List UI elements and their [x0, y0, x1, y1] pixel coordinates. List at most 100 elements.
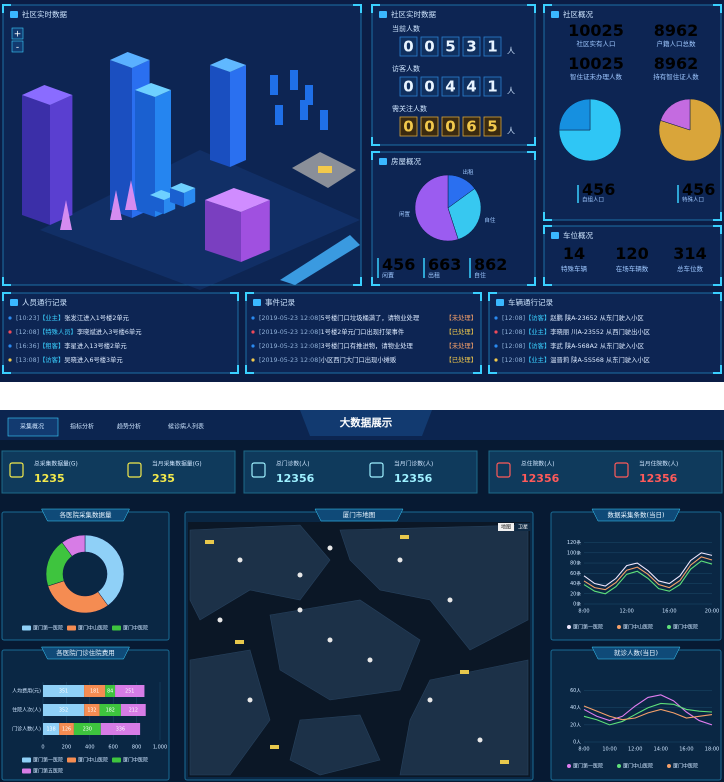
panel-corner [245, 365, 254, 374]
car [318, 166, 332, 173]
panel-title: 数据采集条数(当日) [607, 510, 664, 519]
panel-corner [353, 4, 362, 13]
tab[interactable]: 指标分析 [70, 423, 94, 431]
tree [110, 190, 122, 220]
bar-segment [59, 723, 74, 735]
log-time: [16:36] [16, 343, 39, 350]
log-text: 吴晓进入6号楼3单元 [64, 355, 123, 364]
tab[interactable]: 候诊病人列表 [168, 423, 204, 431]
legend-label: 厦门中医院 [123, 757, 148, 764]
map-toggle[interactable] [515, 523, 531, 531]
digit-box [399, 76, 418, 97]
bar-segment [105, 685, 116, 697]
line [583, 556, 713, 591]
tab[interactable]: 采集概况 [20, 423, 44, 431]
y-tick-label: 80条 [570, 560, 581, 567]
legend-marker [617, 764, 621, 768]
log-time: [12:08] [502, 329, 525, 336]
map-road-sign [205, 540, 214, 544]
zoom-button[interactable] [11, 40, 24, 53]
stat-label: 智住证未办理人数 [570, 72, 623, 81]
counter-unit: 人 [507, 127, 515, 136]
stat-value: 10025 [568, 21, 624, 40]
counter-value: 00531 [403, 38, 497, 56]
panel-corner [527, 137, 536, 146]
stat-label: 总住院数(人) [521, 460, 555, 468]
building-front [150, 195, 164, 214]
log-text: 赵鹏 陕A-23652 从东门驶入小区 [550, 313, 643, 322]
y-tick-label: 120条 [567, 539, 581, 546]
log-status: 【已处理】 [446, 355, 477, 364]
panel-corner [713, 225, 722, 234]
bar-value-label: 251 [125, 689, 134, 695]
overview-slice [558, 98, 591, 131]
legend-label: 厦门第一医院 [573, 763, 603, 770]
building-roof [170, 183, 196, 193]
legend-marker [567, 764, 571, 768]
bar-value-label: 132 [87, 708, 96, 714]
map-poi [247, 697, 253, 703]
bar-value-label: 126 [62, 727, 71, 733]
legend-swatch [22, 625, 31, 631]
stat-number: 10025 [568, 21, 624, 40]
building-roof [22, 85, 73, 105]
y-tick-label: 0条 [573, 601, 581, 608]
log-time: [12:08] [502, 343, 525, 350]
panel-title: 各医院门诊住院费用 [56, 648, 115, 657]
panel [488, 292, 722, 374]
map-land [269, 599, 421, 701]
y-tick-label: 100条 [567, 549, 581, 556]
stat-box [1, 450, 236, 494]
slice-label: 闲置 [399, 210, 411, 218]
digit-box [441, 36, 460, 57]
map-poi [427, 697, 433, 703]
map-poi [237, 557, 243, 563]
digit-box [399, 36, 418, 57]
panel-corner [473, 292, 482, 301]
panel-corner [488, 365, 497, 374]
panel-icon [10, 299, 18, 306]
x-tick-label: 16:00 [662, 609, 676, 615]
dashboard-title: 大数据展示 [340, 416, 393, 429]
tab[interactable]: 趋势分析 [117, 423, 141, 431]
panel-corner [371, 277, 380, 286]
bar-segment [43, 704, 85, 716]
digit-box [441, 76, 460, 97]
panel-icon [253, 299, 261, 306]
bar-value-label: 352 [59, 708, 68, 714]
legend-swatch [22, 768, 31, 774]
map-road-sign [500, 760, 509, 764]
x-tick-label: 0 [41, 745, 44, 751]
x-tick-label: 16:00 [679, 747, 693, 753]
map-toggle[interactable] [498, 523, 514, 531]
small-building [305, 85, 313, 105]
building-side [230, 65, 246, 167]
panel-title: 房屋概况 [391, 156, 421, 166]
panel-corner [713, 277, 722, 286]
tree [60, 200, 72, 230]
title-plate [300, 410, 432, 436]
digit-box [420, 116, 439, 137]
stat-number: 314 [673, 244, 706, 263]
bar-value-label: 84 [107, 689, 113, 695]
log-tag: 【租客】 [39, 341, 64, 350]
house-slice [414, 174, 459, 242]
x-tick-label: 10:00 [602, 747, 616, 753]
log-time: [10:23] [16, 315, 39, 322]
counter-unit: 人 [507, 87, 515, 96]
building-roof [205, 188, 270, 212]
panel-corner [371, 151, 380, 160]
log-entry: [12:08]【特殊人员】李晓斌进入3号楼6单元 [16, 327, 142, 336]
stat-value: 8962 [654, 21, 699, 40]
log-text: 李晓丽 川A-23552 从西门驶出小区 [550, 327, 650, 336]
zoom-button[interactable] [11, 27, 24, 40]
log-dot [8, 316, 12, 320]
stat-label: 总采集数据量(G) [34, 460, 78, 468]
stat-icon [369, 462, 384, 478]
panel-title: 人员通行记录 [22, 297, 67, 307]
panel-title: 车辆通行记录 [508, 297, 553, 307]
stat-number: 663 [428, 255, 461, 274]
stat-label: 自组人口 [582, 196, 604, 204]
panel-icon [379, 158, 387, 165]
